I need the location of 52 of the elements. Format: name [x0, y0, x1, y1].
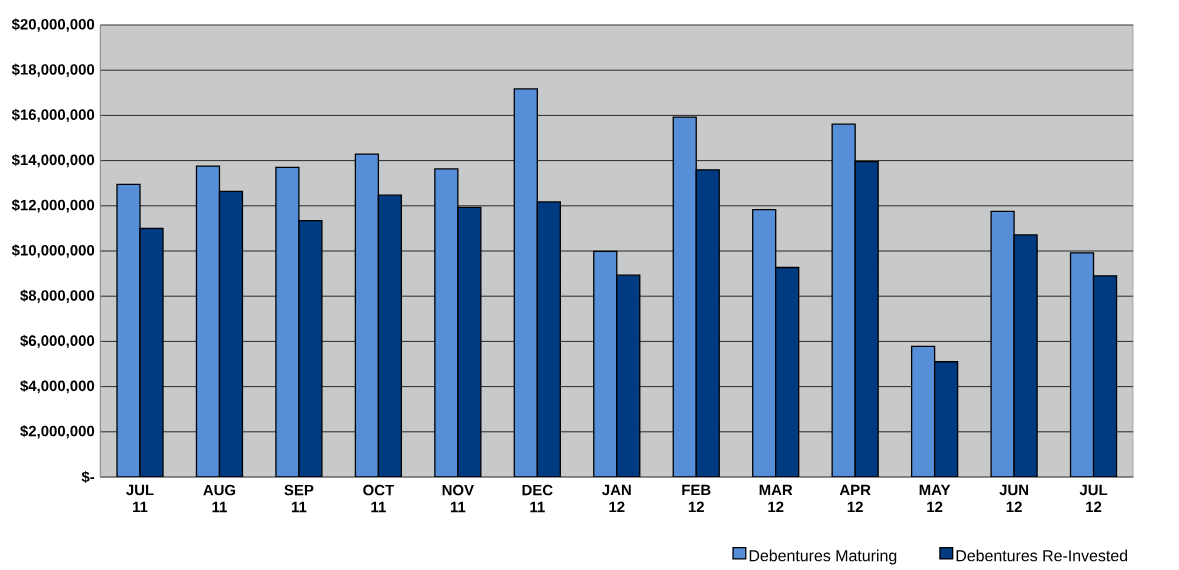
x-tick-label: JUL 12 [1079, 484, 1108, 512]
bar [831, 123, 856, 477]
bar [910, 345, 936, 477]
x-tick-label: SEP 11 [284, 484, 314, 513]
x-tick-label: DEC 11 [522, 484, 553, 513]
bar [218, 190, 244, 477]
x-tick-label: JAN 12 [602, 484, 631, 512]
bar [1069, 252, 1095, 477]
x-tick-label: JUN 12 [999, 484, 1029, 512]
x-tick-label: JUL 11 [126, 484, 154, 512]
bar [616, 274, 641, 477]
y-tick-label: $20,000,000 [11, 18, 95, 32]
x-tick-label: FEB 12 [682, 484, 711, 512]
x-tick-label: NOV 11 [442, 484, 474, 513]
bar [139, 227, 164, 477]
bar [1092, 275, 1118, 477]
y-tick-label: $14,000,000 [11, 153, 95, 168]
x-tick-label: AUG 11 [203, 484, 236, 513]
y-tick-label: $18,000,000 [11, 63, 95, 77]
bar [1013, 234, 1038, 477]
y-tick-label: $16,000,000 [11, 108, 95, 123]
bar [854, 161, 879, 477]
bar [536, 201, 561, 477]
y-tick-label: $2,000,000 [20, 425, 95, 439]
x-tick-label: OCT 11 [363, 484, 394, 513]
x-tick-label: MAR 12 [759, 484, 793, 512]
bar [116, 183, 141, 477]
bar [195, 165, 221, 477]
legend-label: Debentures Re-Invested [956, 549, 1128, 562]
bar [377, 194, 403, 477]
y-tick-label: $8,000,000 [20, 289, 95, 303]
bar [695, 169, 720, 477]
bar [457, 206, 482, 477]
bar [775, 266, 800, 477]
bar [354, 153, 380, 477]
bar [990, 210, 1015, 477]
y-tick-label: $- [81, 470, 95, 484]
y-tick-label: $6,000,000 [20, 334, 95, 349]
y-tick-label: $4,000,000 [20, 379, 95, 394]
x-tick-label: APR 12 [839, 484, 871, 512]
bar [298, 220, 323, 477]
y-tick-label: $10,000,000 [11, 244, 95, 258]
bar [933, 361, 959, 477]
bar [275, 166, 300, 477]
legend-label: Debentures Maturing [749, 549, 897, 565]
bar [593, 250, 618, 477]
bar [752, 208, 777, 477]
bar [672, 116, 697, 477]
bar [434, 168, 459, 477]
bar [513, 88, 538, 477]
y-tick-label: $12,000,000 [11, 199, 95, 213]
x-tick-label: MAY 12 [919, 484, 951, 512]
